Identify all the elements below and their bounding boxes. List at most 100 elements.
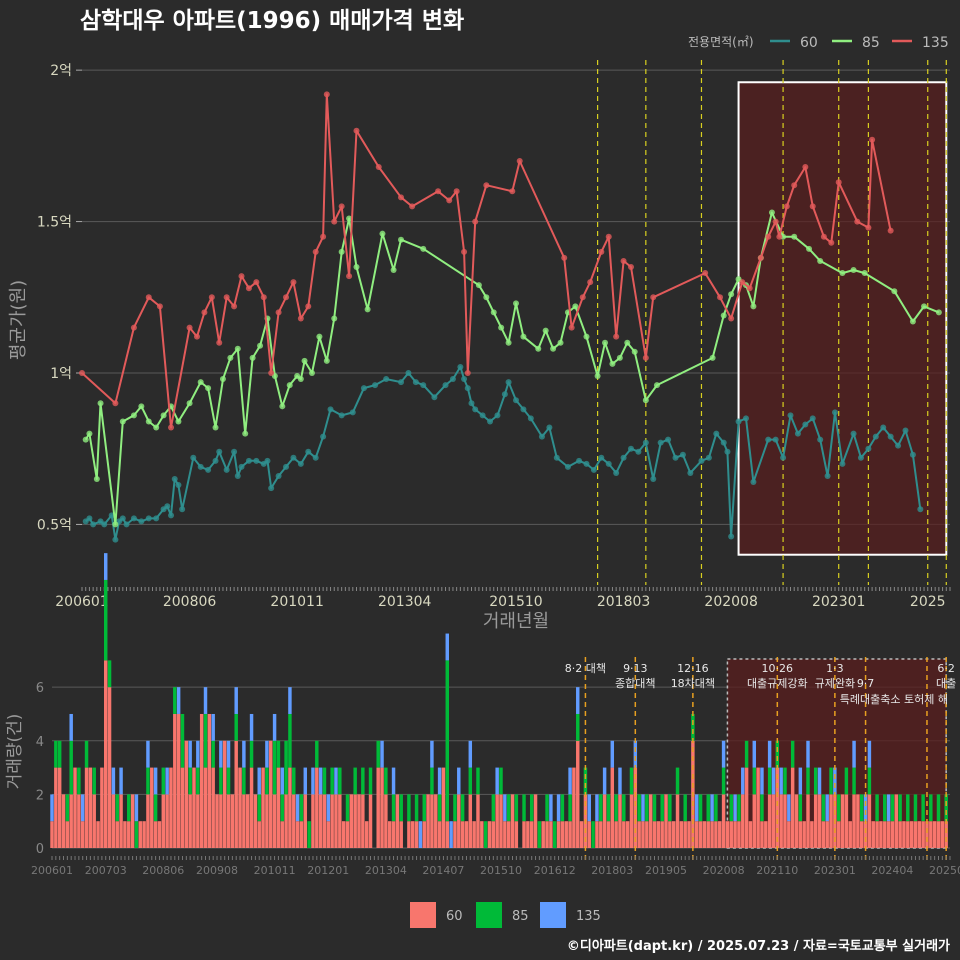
data-point-135 <box>869 136 876 143</box>
bar-85 <box>84 740 89 768</box>
bar-85 <box>307 821 311 848</box>
bar-135 <box>771 767 776 795</box>
bar-x-tick-label: 201201 <box>307 864 349 877</box>
bar-85 <box>491 794 496 822</box>
bar-60 <box>602 794 607 848</box>
data-point-85 <box>768 209 775 216</box>
data-point-85 <box>119 418 126 425</box>
data-point-135 <box>216 339 223 346</box>
bar-x-tick-label: 201905 <box>645 864 687 877</box>
bar-60 <box>345 821 350 848</box>
bar-85 <box>622 794 626 822</box>
bar-135 <box>111 767 116 795</box>
data-point-60 <box>620 454 627 461</box>
data-point-60 <box>850 430 857 437</box>
policy-label: 1·3 <box>826 662 844 675</box>
data-point-60 <box>794 430 801 437</box>
bar-85 <box>284 740 288 795</box>
bar-85 <box>821 794 826 822</box>
data-point-60 <box>468 400 475 407</box>
data-point-135 <box>772 218 779 225</box>
bar-85 <box>660 794 664 822</box>
data-point-135 <box>854 218 861 225</box>
bar-60 <box>184 740 189 848</box>
data-point-135 <box>802 164 809 171</box>
data-point-60 <box>245 457 252 464</box>
bar-60 <box>138 821 142 848</box>
bar-85 <box>414 794 419 822</box>
data-point-60 <box>750 479 757 486</box>
data-point-60 <box>405 370 412 376</box>
bar-85 <box>729 794 733 822</box>
data-point-135 <box>746 285 753 292</box>
data-point-85 <box>602 339 609 346</box>
data-point-135 <box>290 279 297 286</box>
bar-85 <box>103 579 108 661</box>
bar-60 <box>560 821 565 848</box>
bar-135 <box>767 740 772 768</box>
bar-85 <box>668 794 672 822</box>
data-point-135 <box>472 218 479 225</box>
data-point-135 <box>717 294 724 301</box>
data-point-60 <box>338 412 345 419</box>
bar-60 <box>338 794 342 848</box>
bar-60 <box>364 821 369 848</box>
bar-60 <box>242 794 246 848</box>
bar-60 <box>357 794 361 848</box>
bar-60 <box>276 767 281 848</box>
data-point-60 <box>887 433 894 440</box>
data-point-135 <box>783 203 790 210</box>
bar-85 <box>929 794 933 822</box>
bar-85 <box>315 740 319 768</box>
bar-60 <box>414 821 419 848</box>
data-point-85 <box>338 248 345 255</box>
data-point-60 <box>168 512 175 519</box>
price-line-chart: 0.5억 1억 1.5억 2억 200601 200806 201011 201304 2015… <box>8 60 951 632</box>
bar-y-tick-label: 0 <box>36 842 44 857</box>
bar-60 <box>284 794 288 848</box>
data-point-60 <box>765 436 772 443</box>
bar-85 <box>606 794 611 822</box>
bar-60 <box>234 740 238 848</box>
bar-85 <box>691 713 695 741</box>
data-point-60 <box>398 379 405 386</box>
data-point-60 <box>412 379 419 386</box>
bar-60 <box>146 794 150 848</box>
bar-60 <box>192 767 196 848</box>
bar-135 <box>80 794 85 822</box>
bar-85 <box>345 794 350 822</box>
data-point-135 <box>323 91 330 98</box>
data-point-60 <box>817 436 824 443</box>
data-point-60 <box>546 424 553 431</box>
x-tick-label: 200601 <box>55 594 108 610</box>
bar-60 <box>687 821 691 848</box>
bar-85 <box>483 821 488 848</box>
bar-60 <box>460 821 465 848</box>
data-point-135 <box>828 239 835 246</box>
data-point-60 <box>479 412 486 419</box>
data-point-60 <box>705 454 712 461</box>
bar-60 <box>65 821 70 848</box>
data-point-60 <box>86 515 93 522</box>
bar-60 <box>694 821 699 848</box>
bar-60 <box>637 821 641 848</box>
bar-60 <box>230 794 235 848</box>
bar-60 <box>445 821 450 848</box>
bar-60 <box>407 821 411 848</box>
bar-85 <box>944 794 948 822</box>
data-point-85 <box>642 397 649 404</box>
data-point-85 <box>86 430 93 437</box>
data-point-60 <box>461 376 468 383</box>
bar-85 <box>430 767 434 795</box>
bar-60 <box>648 794 653 848</box>
data-point-135 <box>238 273 245 280</box>
bar-85 <box>391 794 396 822</box>
bar-60 <box>622 821 626 848</box>
data-point-60 <box>179 506 186 513</box>
data-point-60 <box>145 515 152 522</box>
data-point-85 <box>186 400 193 407</box>
bar-60 <box>253 794 258 848</box>
bar-60 <box>272 794 277 848</box>
bar-60 <box>265 794 269 848</box>
bar-60 <box>683 821 687 848</box>
